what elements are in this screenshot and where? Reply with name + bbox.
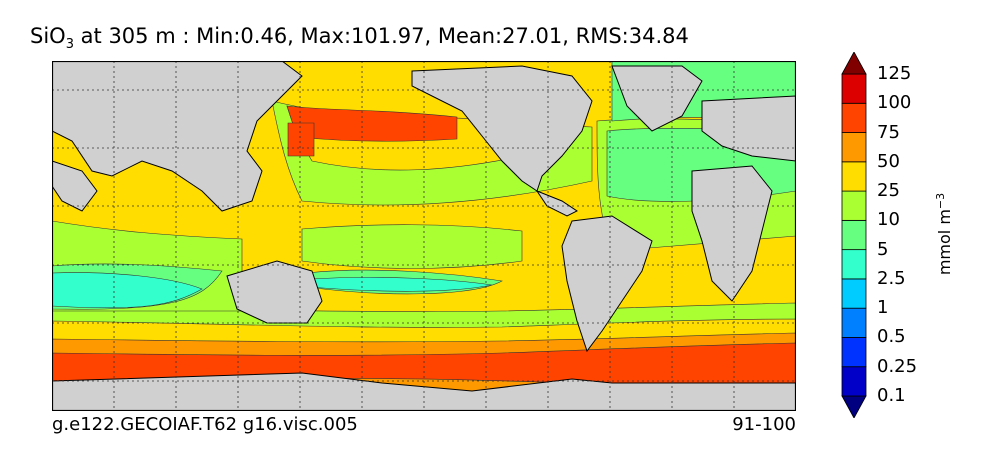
colorbar-tick-label: 2.5 [877,267,906,289]
colorbar-tick-label: 125 [877,63,912,84]
colorbar-swatch [841,52,867,75]
run-id-label: g.e122.GECOIAF.T62 g16.visc.005 [52,414,358,435]
colorbar-tick-label: 100 [877,92,912,114]
map-title: SiO3 at 305 m : Min:0.46, Max:101.97, Me… [30,24,689,53]
band-2-5-indian [52,272,203,309]
land-europe-asia [52,61,303,212]
band-2-5-equatorial [309,277,493,292]
colorbar-tick-label: 0.5 [877,326,906,348]
graticule [52,61,796,411]
colorbar-tick-label: 10 [877,209,900,231]
colorbar-swatch [841,307,867,338]
colorbar-swatch [841,102,867,133]
colorbar-units-label: mmol m−3 [933,192,955,276]
colorbar-swatch [841,249,867,280]
colorbar-tick-label: 50 [877,150,900,172]
colorbar-swatch [841,278,867,309]
colorbar-swatch [841,366,867,397]
colorbar-tick-label: 0.25 [877,355,918,377]
colorbar-swatch [841,190,867,221]
land-europe [701,95,796,162]
band-10-equatorial [301,224,523,269]
year-range-label: 91-100 [732,414,796,435]
land-australia [226,260,323,324]
colorbar-swatch [841,73,867,104]
land-arabia-india [52,160,98,212]
colorbar-tick-label: 25 [877,180,900,202]
map-frame [52,61,796,411]
colorbar-swatch [841,337,867,368]
colorbar-swatch [841,395,867,418]
ocean-map [52,61,796,411]
land-africa [691,165,773,302]
colorbar-tick-label: 5 [877,238,889,260]
colorbar-tick-label: 75 [877,121,900,143]
colorbar-tick-label: 0.1 [877,385,906,406]
band-75-north-pacific [286,105,458,142]
colorbar-swatch [841,161,867,192]
land-central-america [535,189,578,217]
band-75-okhotsk [287,122,315,157]
land-south-america [561,215,653,353]
colorbar-swatch [841,132,867,163]
colorbar-swatch [841,219,867,251]
land-greenland [611,65,703,132]
colorbar-tick-label: 1 [877,297,889,319]
colorbar [841,52,867,418]
